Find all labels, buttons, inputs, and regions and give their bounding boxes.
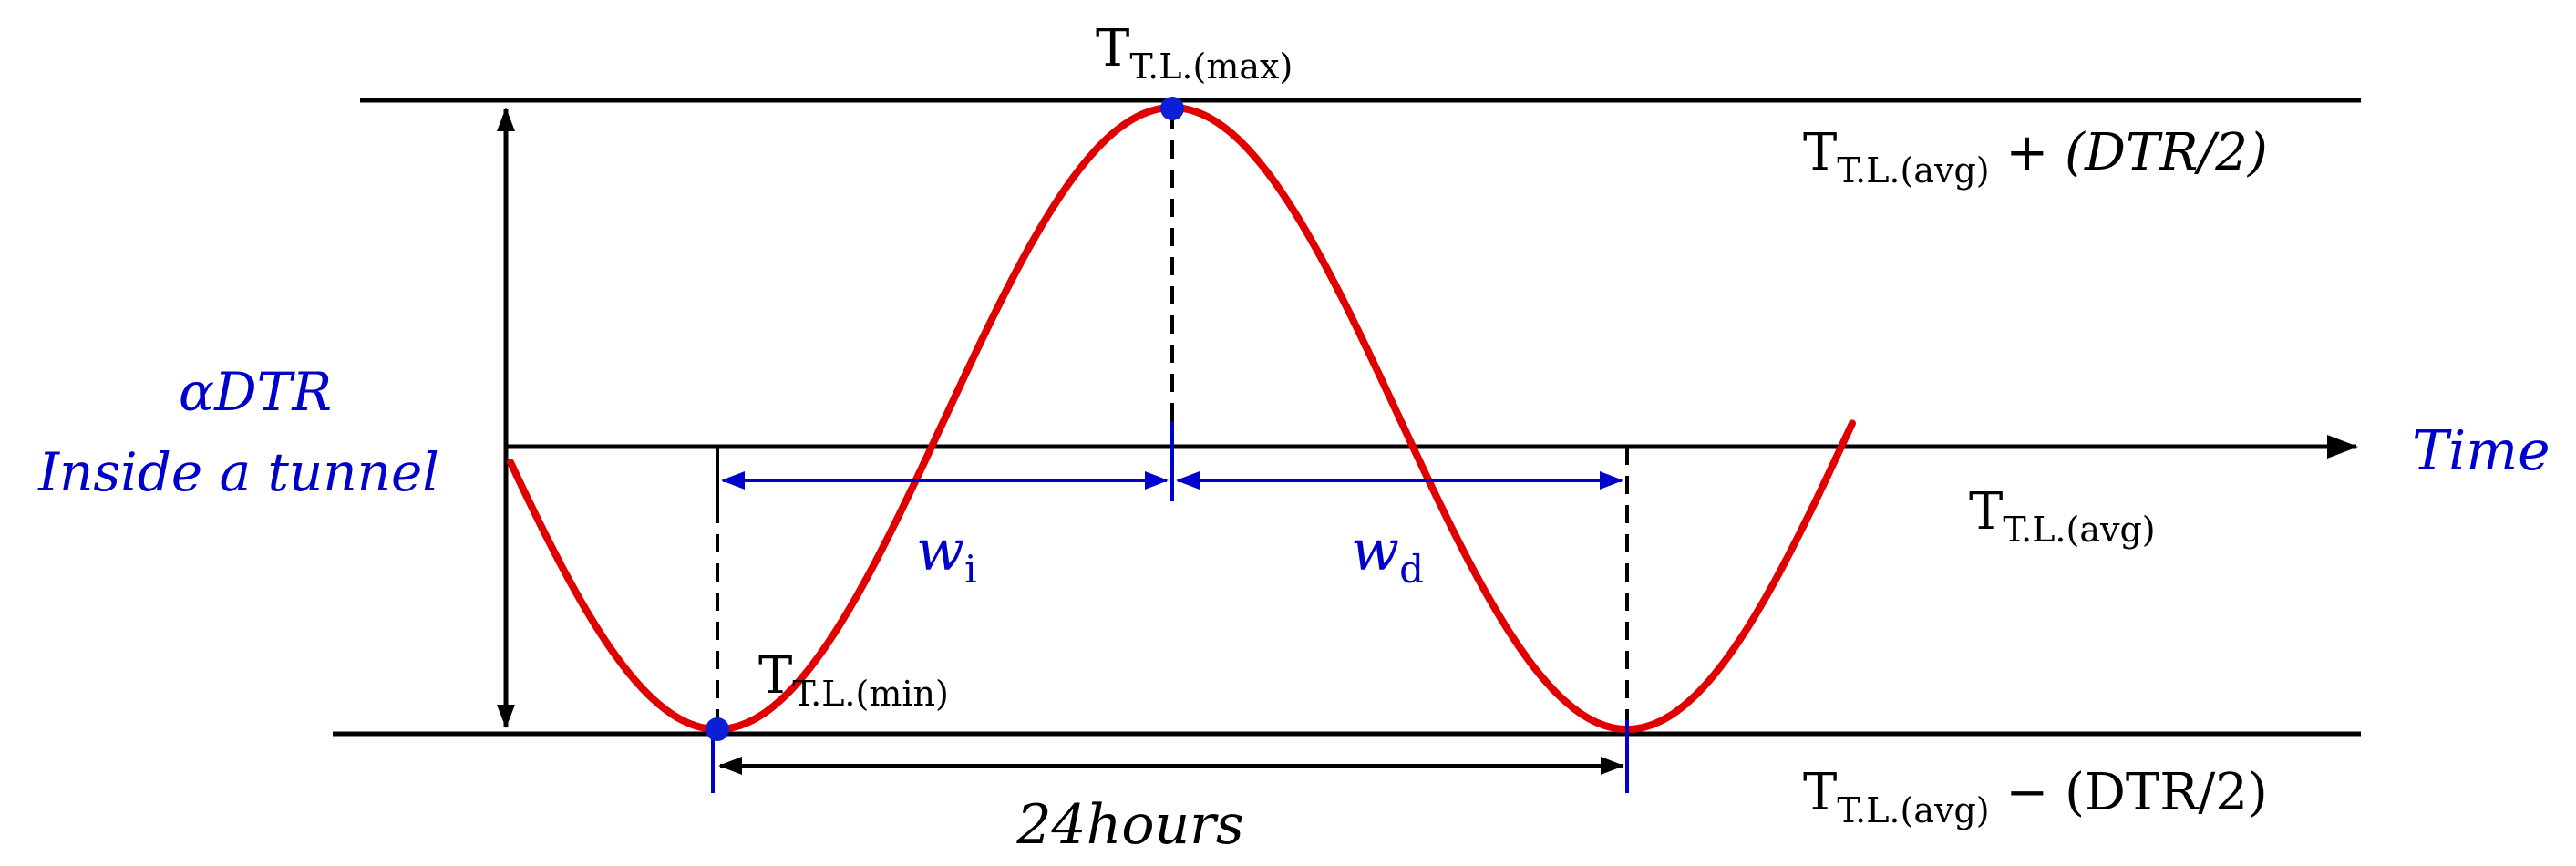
max-point-marker — [1160, 97, 1184, 120]
wi-label: wi — [916, 517, 977, 592]
wd-label: wd — [1351, 517, 1424, 592]
period-label: 24hours — [1015, 793, 1243, 857]
t-avg-label: TT.L.(avg) — [1969, 482, 2156, 550]
t-max-label: TT.L.(max) — [1096, 19, 1293, 87]
time-axis-label: Time — [2412, 419, 2550, 483]
temperature-curve — [507, 104, 1856, 734]
range-label-line2: Inside a tunnel — [37, 441, 439, 503]
lower-level-label: TT.L.(avg) − (DTR/2) — [1803, 763, 2268, 830]
t-min-label: TT.L.(min) — [758, 646, 949, 714]
range-label-line1: αDTR — [179, 361, 332, 423]
upper-level-label: TT.L.(avg) + (DTR/2) — [1803, 123, 2268, 191]
min-point-marker — [706, 717, 729, 741]
